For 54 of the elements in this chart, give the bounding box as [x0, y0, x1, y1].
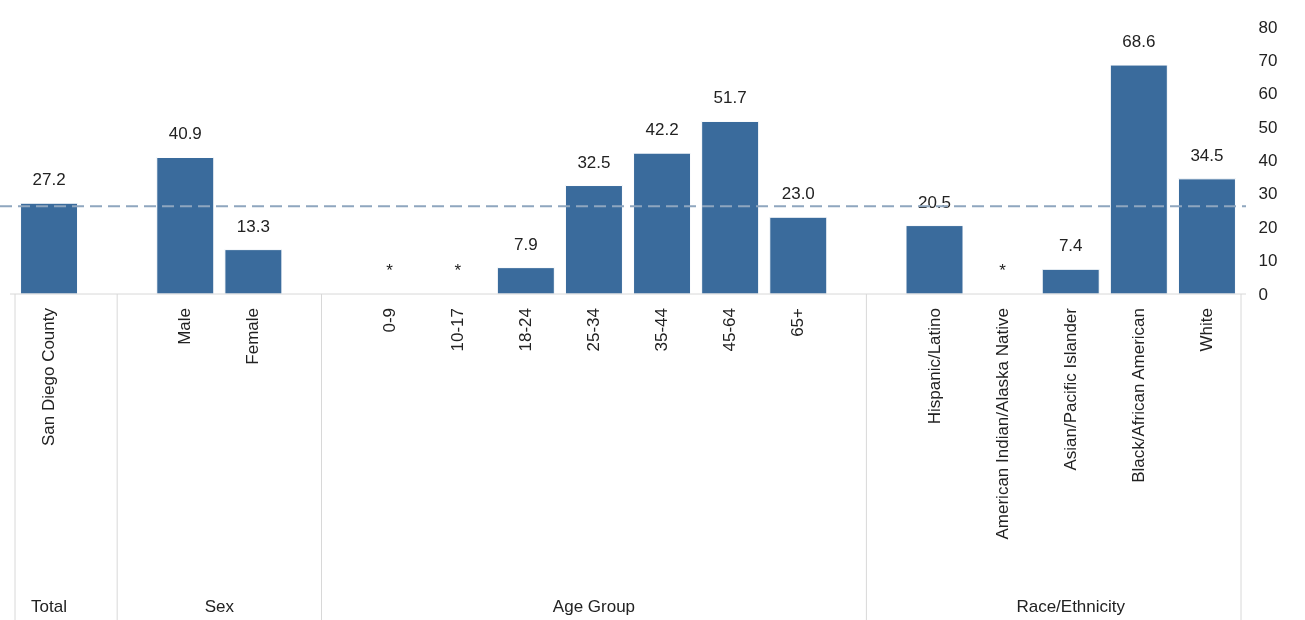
x-tick-label: 65+ [788, 307, 808, 337]
text: Sex [204, 597, 235, 616]
text: * [386, 261, 393, 280]
bar [701, 120, 760, 295]
x-tick-label: 25-34 [583, 308, 603, 352]
y-tick-label: 20 [1258, 217, 1278, 237]
bar [156, 157, 215, 295]
x-tick-label: Hispanic/Latino [924, 308, 944, 425]
bar [1177, 178, 1236, 295]
bar [20, 202, 79, 295]
data-label: 51.7 [713, 88, 747, 108]
data-label: 32.5 [577, 152, 611, 172]
data-label: 7.9 [514, 234, 538, 254]
bar [769, 216, 828, 295]
y-tick-label: 0 [1258, 284, 1268, 304]
text: Total [31, 597, 68, 616]
bar [905, 225, 964, 295]
bar [496, 267, 555, 295]
y-tick-label: 30 [1258, 184, 1278, 204]
x-tick-label: 18-24 [515, 308, 535, 352]
x-tick-label: 10-17 [447, 308, 467, 352]
data-label: 34.5 [1190, 145, 1224, 165]
x-tick-label: Asian/Pacific Islander [1060, 307, 1080, 471]
text: * [454, 261, 462, 280]
y-tick-label: 80 [1258, 17, 1278, 37]
text: Age Group [552, 597, 636, 616]
y-tick-label: 40 [1258, 151, 1278, 170]
x-tick-label: 45-64 [720, 308, 740, 352]
x-tick-label: San Diego County [39, 307, 59, 446]
x-tick-label: Male [175, 308, 195, 345]
bar [564, 185, 623, 295]
bar [1109, 64, 1168, 295]
text: * [999, 261, 1006, 280]
data-label: 7.4 [1058, 236, 1083, 256]
y-tick-label: 60 [1258, 84, 1278, 104]
x-tick-label: American Indian/Alaska Native [992, 308, 1012, 540]
data-label: 13.3 [236, 216, 270, 236]
x-tick-label: Black/African American [1128, 308, 1148, 483]
y-tick-label: 50 [1258, 117, 1278, 137]
x-tick-label: 0-9 [379, 308, 399, 333]
text: Race/Ethnicity [1016, 597, 1126, 616]
x-tick-label: White [1196, 308, 1216, 352]
x-tick-label: 35-44 [652, 308, 672, 352]
y-tick-label: 10 [1258, 251, 1278, 271]
bar [1041, 268, 1100, 295]
data-label: 27.2 [32, 170, 66, 190]
data-label: 42.2 [645, 120, 679, 140]
data-label: 40.9 [168, 124, 202, 144]
bar [224, 249, 283, 295]
y-tick-label: 70 [1258, 50, 1278, 70]
x-tick-label: Female [243, 308, 263, 365]
bar [633, 152, 692, 295]
data-label: 68.6 [1122, 32, 1156, 52]
data-label: 23.0 [781, 184, 815, 204]
